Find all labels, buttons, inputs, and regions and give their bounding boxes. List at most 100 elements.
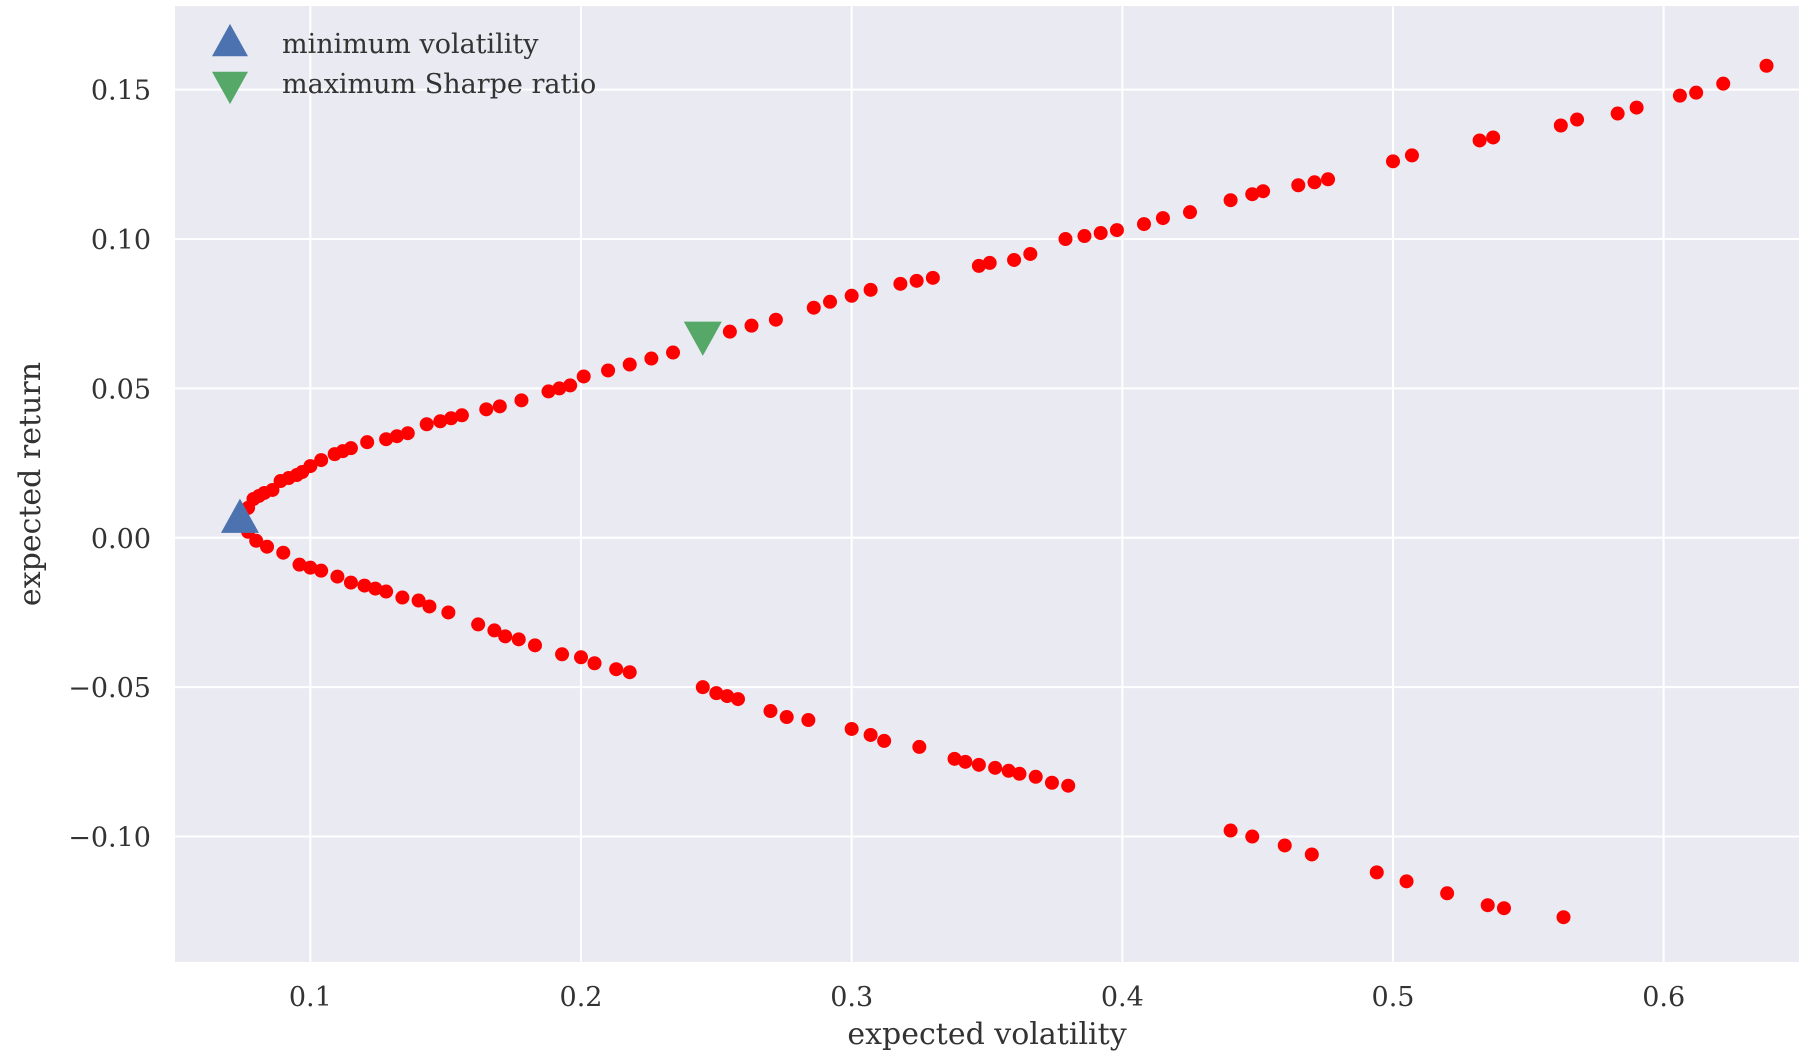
legend-label: minimum volatility (282, 29, 539, 60)
data-point (1001, 763, 1016, 778)
x-tick-label: 0.3 (830, 982, 873, 1013)
data-point (492, 399, 507, 414)
data-point (768, 312, 783, 327)
legend-triangle-down-icon (212, 71, 248, 105)
data-point (666, 345, 681, 360)
data-point (601, 363, 616, 378)
data-point (644, 351, 659, 366)
data-point (379, 584, 394, 599)
data-point (330, 569, 345, 584)
data-point (695, 680, 710, 695)
data-point (1610, 106, 1625, 121)
data-point (1672, 88, 1687, 103)
data-point (1245, 187, 1260, 202)
max-sharpe-marker (683, 321, 722, 356)
data-point (292, 557, 307, 572)
data-point (1556, 910, 1571, 925)
data-point (368, 581, 383, 596)
data-points (241, 58, 1774, 925)
data-point (249, 533, 264, 548)
data-point (1061, 778, 1076, 793)
data-point (389, 429, 404, 444)
data-point (947, 751, 962, 766)
tick-labels: 0.1 0.2 0.3 0.4 0.5 0.6 0.15 0.10 0.05 0.00 −0.05 −… (68, 76, 1685, 1013)
data-point (555, 647, 570, 662)
data-point (498, 629, 513, 644)
y-axis-label: expected return (13, 362, 48, 606)
data-point (877, 733, 892, 748)
data-point (441, 605, 456, 620)
data-point (720, 689, 735, 704)
data-point (360, 435, 375, 450)
data-point (1440, 886, 1455, 901)
data-point (1007, 252, 1022, 267)
data-point (1321, 172, 1336, 187)
data-point (988, 760, 1003, 775)
data-point (1012, 766, 1027, 781)
data-point (563, 378, 578, 393)
data-point (314, 563, 329, 578)
data-point (709, 686, 724, 701)
data-point (1480, 898, 1495, 913)
data-point (433, 414, 448, 429)
data-point (763, 704, 778, 719)
data-point (343, 575, 358, 590)
y-tick-label: −0.10 (68, 823, 151, 854)
data-point (527, 638, 542, 653)
data-point (912, 739, 927, 754)
y-tick-label: −0.05 (68, 673, 151, 704)
data-point (260, 539, 275, 554)
data-point (1629, 100, 1644, 115)
min-volatility-marker (220, 498, 259, 533)
data-point (863, 727, 878, 742)
data-point (744, 318, 759, 333)
x-tick-label: 0.2 (560, 982, 603, 1013)
data-point (909, 273, 924, 288)
data-point (1077, 229, 1092, 244)
x-axis-label: expected volatility (847, 1017, 1126, 1052)
data-point (1369, 865, 1384, 880)
data-point (1716, 76, 1731, 91)
data-point (1304, 847, 1319, 862)
data-point (1023, 246, 1038, 261)
data-point (574, 650, 588, 665)
data-point (722, 324, 737, 339)
data-point (400, 426, 415, 441)
data-point (1291, 178, 1306, 193)
data-point (1183, 205, 1197, 220)
data-point (1759, 58, 1774, 73)
data-point (1399, 874, 1414, 889)
data-point (276, 545, 291, 560)
data-point (479, 402, 494, 417)
data-point (514, 393, 529, 408)
data-point (823, 294, 838, 309)
data-point (893, 276, 908, 291)
data-point (1223, 823, 1238, 838)
data-point (1223, 193, 1238, 208)
data-point (379, 432, 394, 447)
data-point (303, 560, 318, 575)
data-point (444, 411, 459, 426)
y-tick-label: 0.05 (91, 374, 151, 405)
data-point (471, 617, 486, 632)
data-point (1109, 223, 1124, 238)
data-point (552, 381, 567, 396)
data-point (411, 593, 426, 608)
data-point (265, 482, 280, 497)
data-point (863, 282, 878, 297)
data-point (511, 632, 526, 647)
data-point (806, 300, 821, 315)
data-point (1570, 112, 1585, 127)
legend: minimum volatility maximum Sharpe ratio (212, 23, 596, 105)
data-point (730, 692, 745, 707)
data-point (1553, 118, 1568, 133)
data-point (622, 357, 637, 372)
data-point (1245, 829, 1260, 844)
data-point (1689, 85, 1704, 100)
data-point (1404, 148, 1419, 163)
data-point (958, 754, 973, 769)
y-tick-label: 0.10 (91, 225, 151, 256)
data-point (487, 623, 502, 638)
